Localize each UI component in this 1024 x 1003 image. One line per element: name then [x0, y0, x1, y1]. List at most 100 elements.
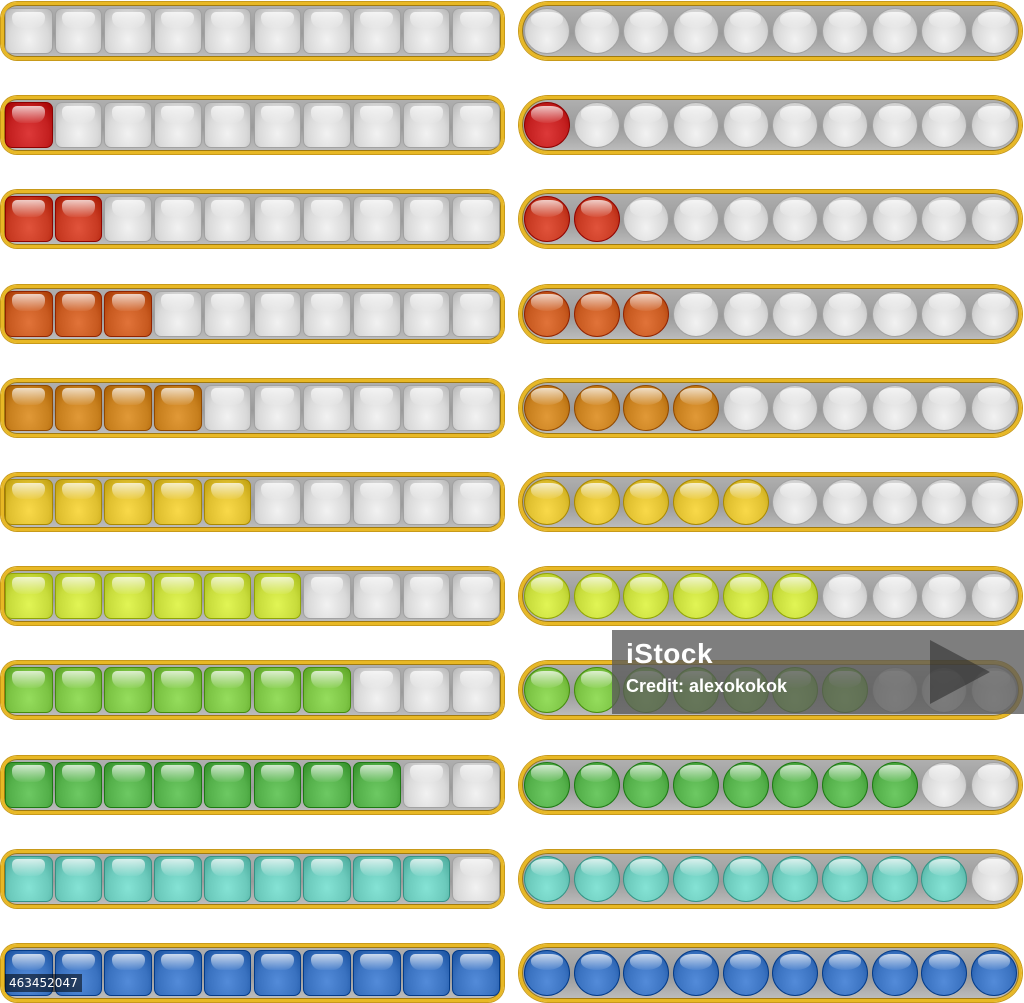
progress-segment-empty: [253, 196, 302, 243]
progress-segment-filled: [573, 384, 620, 431]
progress-segment-filled: [154, 950, 202, 996]
progress-segment-empty: [452, 384, 500, 431]
progress-segment-filled: [54, 384, 103, 431]
progress-segment-empty: [921, 196, 968, 243]
progress-segment-empty: [452, 761, 500, 808]
progress-segment-empty: [871, 479, 918, 525]
progress-segment-filled: [623, 950, 670, 996]
watermark-credit: Credit: alexokokok: [626, 676, 788, 696]
progress-segment-empty: [203, 8, 252, 54]
progress-segment-filled: [672, 761, 719, 808]
progress-segment-empty: [722, 290, 769, 337]
progress-segment-filled: [523, 384, 570, 431]
progress-segment-empty: [352, 573, 401, 620]
progress-segment-empty: [154, 196, 202, 243]
progress-segment-filled: [573, 479, 620, 525]
watermark-brand: iStock: [626, 638, 714, 669]
round-progress-bar-2: [519, 190, 1022, 249]
progress-segment-empty: [772, 102, 819, 149]
progress-segment-filled: [523, 290, 570, 337]
progress-segment-empty: [573, 8, 620, 54]
progress-segment-filled: [523, 761, 570, 808]
progress-segment-empty: [104, 196, 153, 243]
play-arrow-icon: [930, 640, 990, 704]
progress-segment-filled: [54, 479, 103, 525]
progress-segment-filled: [573, 855, 620, 902]
square-progress-bar-4: [1, 378, 504, 437]
progress-segment-filled: [672, 384, 719, 431]
progress-segment-filled: [523, 855, 570, 902]
square-progress-bar-10: [1, 944, 504, 1002]
progress-segment-filled: [104, 290, 153, 337]
progress-segment-empty: [203, 102, 252, 149]
progress-segment-filled: [971, 950, 1018, 996]
square-progress-bar-5: [1, 473, 504, 531]
progress-segment-filled: [623, 573, 670, 620]
progress-segment-filled: [523, 950, 570, 996]
progress-segment-empty: [921, 384, 968, 431]
progress-segment-empty: [623, 102, 670, 149]
square-progress-bar-9: [1, 849, 504, 908]
progress-segment-empty: [452, 667, 500, 714]
progress-segment-filled: [573, 761, 620, 808]
round-progress-bar-6: [519, 567, 1022, 626]
progress-segment-empty: [154, 102, 202, 149]
progress-segment-filled: [54, 761, 103, 808]
progress-segment-empty: [303, 384, 351, 431]
progress-segment-empty: [822, 102, 869, 149]
progress-segment-empty: [672, 196, 719, 243]
progress-segment-empty: [871, 196, 918, 243]
progress-segment-filled: [154, 479, 202, 525]
progress-segment-empty: [672, 8, 719, 54]
progress-segment-filled: [772, 573, 819, 620]
progress-segment-filled: [523, 573, 570, 620]
progress-segment-empty: [253, 479, 302, 525]
progress-segment-filled: [203, 573, 252, 620]
progress-segment-empty: [352, 667, 401, 714]
progress-segment-empty: [523, 8, 570, 54]
progress-segment-filled: [623, 290, 670, 337]
progress-segment-empty: [772, 290, 819, 337]
progress-segment-filled: [203, 479, 252, 525]
square-progress-bar-2: [1, 190, 504, 249]
progress-segment-filled: [352, 855, 401, 902]
progress-segment-filled: [5, 102, 53, 149]
progress-segment-filled: [623, 479, 670, 525]
progress-segment-empty: [452, 573, 500, 620]
progress-segment-empty: [921, 761, 968, 808]
progress-segment-filled: [573, 290, 620, 337]
progress-segment-filled: [871, 761, 918, 808]
progress-segment-filled: [722, 761, 769, 808]
progress-segment-filled: [154, 573, 202, 620]
progress-segment-filled: [573, 196, 620, 243]
progress-segment-filled: [523, 667, 570, 714]
progress-segment-filled: [154, 761, 202, 808]
progress-segment-empty: [303, 102, 351, 149]
progress-segment-empty: [871, 8, 918, 54]
progress-segment-filled: [672, 950, 719, 996]
progress-segment-filled: [253, 573, 302, 620]
progress-segment-empty: [623, 196, 670, 243]
progress-segment-empty: [402, 196, 451, 243]
progress-segment-filled: [203, 950, 252, 996]
progress-segment-filled: [573, 573, 620, 620]
square-progress-bar-3: [1, 284, 504, 343]
progress-segment-empty: [871, 102, 918, 149]
progress-segment-empty: [352, 290, 401, 337]
progress-segment-filled: [402, 950, 451, 996]
progress-segment-empty: [402, 761, 451, 808]
progress-segment-filled: [5, 196, 53, 243]
progress-segment-filled: [303, 950, 351, 996]
progress-segment-filled: [672, 855, 719, 902]
progress-segment-empty: [822, 384, 869, 431]
progress-segment-empty: [921, 479, 968, 525]
progress-segment-filled: [203, 667, 252, 714]
progress-segment-filled: [722, 950, 769, 996]
progress-segment-empty: [452, 855, 500, 902]
progress-segment-filled: [772, 855, 819, 902]
square-progress-bar-0: [1, 2, 504, 60]
progress-segment-filled: [623, 384, 670, 431]
progress-segment-filled: [921, 855, 968, 902]
progress-segment-empty: [871, 573, 918, 620]
